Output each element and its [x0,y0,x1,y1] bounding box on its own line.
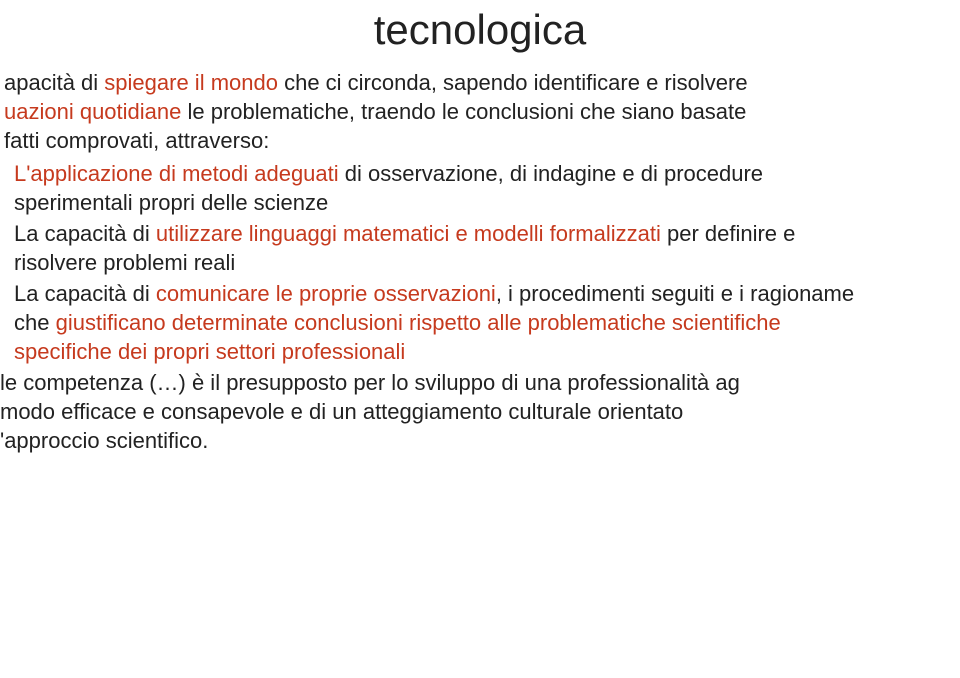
bullet-3-line-3: specifiche dei propri settori profession… [14,337,960,366]
bullet-3-l2-em: giustificano determinate conclusioni ris… [56,310,781,335]
bullet-3-em: comunicare le proprie osservazioni [156,281,496,306]
intro-1-em: spiegare il mondo [104,70,278,95]
bullet-2-em: utilizzare linguaggi matematici e modell… [156,221,661,246]
intro-2-em: uazioni quotidiane [4,99,181,124]
closing-line-1: le competenza (…) è il presupposto per l… [0,368,960,397]
intro-line-3: fatti comprovati, attraverso: [0,126,960,155]
closing-block: le competenza (…) è il presupposto per l… [0,368,960,455]
bullet-1-line-2: sperimentali propri delle scienze [14,188,960,217]
bullet-3-l2-pre: che [14,310,56,335]
bullet-2-line-1: La capacità di utilizzare linguaggi mate… [14,219,960,248]
bullet-list: L'applicazione di metodi adeguati di oss… [0,159,960,366]
bullet-1-line-1: L'applicazione di metodi adeguati di oss… [14,159,960,188]
bullet-2: La capacità di utilizzare linguaggi mate… [14,219,960,277]
page-title: tecnologica [0,0,960,68]
bullet-1-plain: di osservazione, di indagine e di proced… [339,161,763,186]
closing-line-2: modo efficace e consapevole e di un atte… [0,397,960,426]
bullet-3-line-2: che giustificano determinate conclusioni… [14,308,960,337]
intro-1-pre: apacità di [4,70,104,95]
bullet-2-line-2: risolvere problemi reali [14,248,960,277]
bullet-3: La capacità di comunicare le proprie oss… [14,279,960,366]
bullet-3-line-1: La capacità di comunicare le proprie oss… [14,279,960,308]
bullet-1: L'applicazione di metodi adeguati di oss… [14,159,960,217]
intro-2-post: le problematiche, traendo le conclusioni… [181,99,746,124]
bullet-2-pre: La capacità di [14,221,156,246]
intro-1-post: che ci circonda, sapendo identificare e … [278,70,748,95]
bullet-3-pre: La capacità di [14,281,156,306]
content-block: apacità di spiegare il mondo che ci circ… [0,68,960,455]
intro-line-2: uazioni quotidiane le problematiche, tra… [0,97,960,126]
intro-line-1: apacità di spiegare il mondo che ci circ… [0,68,960,97]
bullet-3-post: , i procedimenti seguiti e i ragioname [496,281,854,306]
closing-line-3: 'approccio scientifico. [0,426,960,455]
bullet-1-em: L'applicazione di metodi adeguati [14,161,339,186]
bullet-2-post: per definire e [661,221,796,246]
